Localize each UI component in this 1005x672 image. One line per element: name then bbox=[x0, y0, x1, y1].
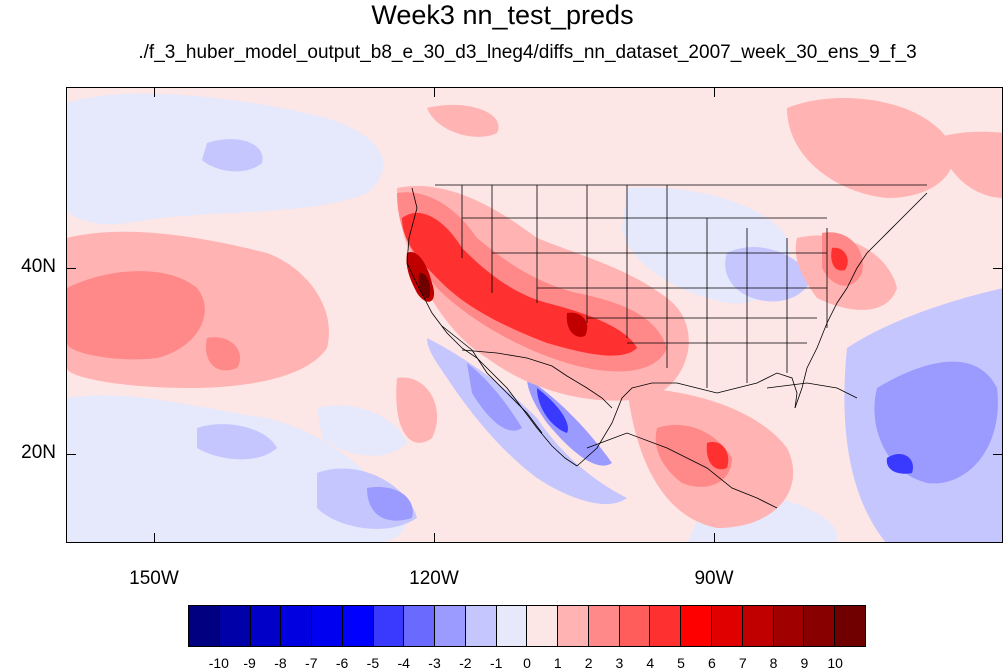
colorbar-box bbox=[804, 606, 836, 646]
colorbar-tick-label: 9 bbox=[800, 655, 809, 671]
colorbar-box bbox=[189, 606, 220, 646]
lat-label-20n: 20N bbox=[21, 442, 56, 463]
field-red-9-regions bbox=[418, 272, 431, 299]
baja-gulf-coastline bbox=[441, 325, 543, 434]
coastline-borders bbox=[406, 184, 928, 509]
colorbar-tick-label: -2 bbox=[459, 655, 472, 671]
colorbar-tick-label: -3 bbox=[428, 655, 441, 671]
bottom-tick-120w bbox=[434, 533, 435, 543]
field-map-svg bbox=[67, 88, 1002, 542]
colorbar-box bbox=[435, 606, 466, 646]
map-subtitle: ./f_3_huber_model_output_b8_e_30_d3_lneg… bbox=[138, 42, 917, 63]
colorbar-tick-label: -5 bbox=[366, 655, 380, 671]
right-tick-20n bbox=[993, 454, 1003, 455]
colorbar-box bbox=[619, 606, 651, 646]
left-tick-40n bbox=[66, 268, 76, 269]
colorbar-box bbox=[312, 606, 343, 646]
colorbar-tick-label: -6 bbox=[335, 655, 349, 671]
central-america-coast bbox=[586, 432, 778, 509]
colorbar-box bbox=[404, 606, 436, 646]
lon-label-90w: 90W bbox=[694, 568, 734, 589]
colorbar-tick-label: 0 bbox=[523, 655, 531, 671]
top-tick-150w bbox=[154, 87, 155, 97]
map-title: Week3 nn_test_preds bbox=[371, 0, 634, 30]
colorbar-tick-label: 1 bbox=[553, 655, 562, 671]
colorbar-box bbox=[496, 606, 528, 646]
state-borders-horizontal bbox=[462, 217, 827, 344]
colorbar-box bbox=[527, 606, 559, 646]
map-plot-area bbox=[66, 87, 1003, 543]
colorbar-box bbox=[465, 606, 497, 646]
colorbar-tick-label: 5 bbox=[677, 655, 685, 671]
colorbar-box bbox=[250, 606, 282, 646]
lon-label-120w: 120W bbox=[409, 568, 459, 589]
colorbar-tick-label: -7 bbox=[305, 655, 318, 671]
bottom-tick-150w bbox=[154, 533, 155, 543]
colorbar-box bbox=[742, 606, 774, 646]
top-tick-120w bbox=[434, 87, 435, 97]
colorbar-box bbox=[281, 606, 313, 646]
right-tick-40n bbox=[993, 268, 1003, 269]
colorbar-tick-label: -8 bbox=[274, 655, 287, 671]
colorbar-tick-label: 7 bbox=[738, 655, 747, 671]
colorbar-tick-label: -10 bbox=[208, 655, 229, 671]
gulf-coastline bbox=[576, 372, 798, 467]
left-tick-20n bbox=[66, 454, 76, 455]
colorbar-box bbox=[342, 606, 374, 646]
colorbar-tick-label: 4 bbox=[646, 655, 655, 671]
colorbar-tick-label: 2 bbox=[584, 655, 593, 671]
atlantic-coastline bbox=[794, 192, 928, 409]
bottom-tick-90w bbox=[714, 533, 715, 543]
colorbar-tick-label: -4 bbox=[397, 655, 410, 671]
lon-label-150w: 150W bbox=[129, 568, 179, 589]
colorbar-box bbox=[835, 606, 865, 646]
colorbar-box bbox=[773, 606, 805, 646]
colorbar-box bbox=[558, 606, 589, 646]
colorbar-tick-label: 6 bbox=[708, 655, 716, 671]
colorbar-box bbox=[373, 606, 405, 646]
colorbar-tick-label: 8 bbox=[769, 655, 778, 671]
colorbar-box bbox=[650, 606, 682, 646]
state-borders-vertical bbox=[461, 185, 828, 388]
colorbar-box bbox=[219, 606, 251, 646]
field-blue-3-regions bbox=[367, 361, 998, 521]
lat-label-40n: 40N bbox=[21, 256, 56, 277]
colorbar bbox=[188, 605, 866, 647]
field-blue-4-regions bbox=[537, 388, 913, 474]
colorbar-tick-label: -9 bbox=[243, 655, 256, 671]
pacific-coastline bbox=[406, 187, 578, 467]
us-mexico-border bbox=[461, 349, 613, 409]
colorbar-tick-label: 3 bbox=[615, 655, 624, 671]
colorbar-tick-label: -1 bbox=[489, 655, 503, 671]
colorbar-tick-label: 10 bbox=[827, 655, 843, 671]
cuba-coast bbox=[766, 382, 858, 399]
colorbar-box bbox=[712, 606, 743, 646]
colorbar-box bbox=[588, 606, 620, 646]
colorbar-box bbox=[681, 606, 713, 646]
top-tick-90w bbox=[714, 87, 715, 97]
